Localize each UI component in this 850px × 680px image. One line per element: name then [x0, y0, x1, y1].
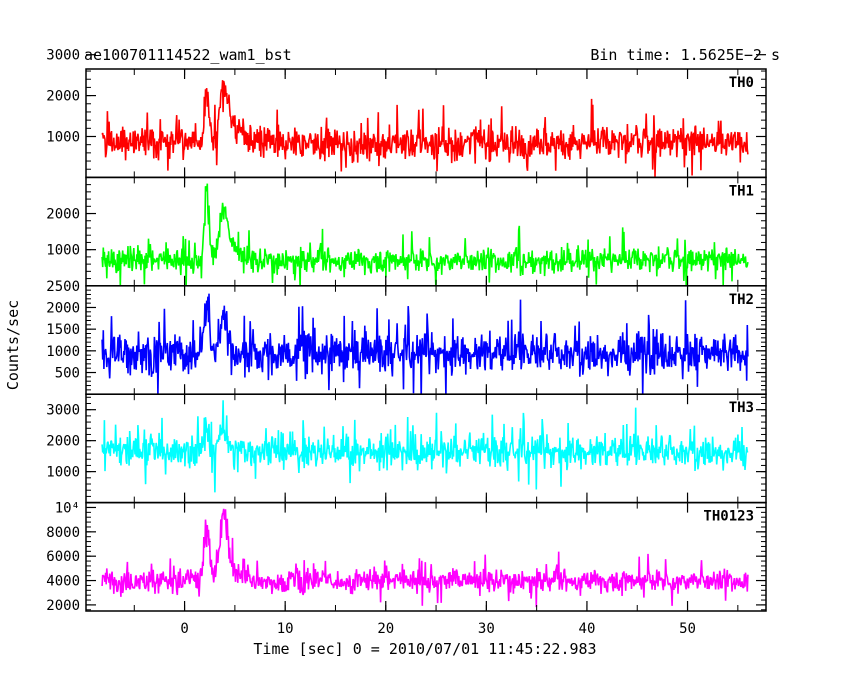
y-tick-label: 8000	[46, 525, 80, 541]
y-tick-label: 1000	[46, 243, 80, 259]
x-axis-label: Time [sec] 0 = 2010/07/01 11:45:22.983	[253, 640, 596, 658]
panel-label-th3: TH3	[729, 400, 754, 416]
series-th0	[101, 80, 749, 177]
panel-label-th0: TH0	[729, 75, 754, 91]
x-tick-label: 50	[679, 621, 696, 637]
y-tick-label: 1000	[46, 129, 80, 145]
panel-group: 100020003000TH010002000TH150010001500200…	[46, 48, 767, 637]
panel-label-th2: TH2	[729, 292, 754, 308]
x-tick-label: 0	[180, 621, 188, 637]
y-tick-label: 2000	[46, 598, 80, 614]
y-tick-label: 1000	[46, 344, 80, 360]
series-th2	[101, 293, 749, 395]
y-tick-label: 6000	[46, 549, 80, 565]
series-th1	[101, 183, 749, 286]
panel-frame-th0	[85, 68, 767, 179]
y-tick-label: 1500	[46, 322, 80, 338]
x-tick-label: 30	[478, 621, 495, 637]
series-th3	[101, 400, 749, 493]
series-th0123	[101, 508, 749, 608]
x-tick-label: 20	[377, 621, 394, 637]
y-tick-label: 2500	[46, 279, 80, 295]
y-tick-label: 1000	[46, 465, 80, 481]
y-tick-label: 500	[55, 366, 80, 382]
panel-label-th0123: TH0123	[703, 509, 754, 525]
y-tick-label: 3000	[46, 403, 80, 419]
panel-frame-th0123	[85, 501, 767, 612]
y-tick-label: 4000	[46, 574, 80, 590]
bin-time-label: Bin time: 1.5625E−2 s	[590, 46, 780, 64]
y-tick-label: 2000	[46, 89, 80, 105]
y-tick-label: 10⁴	[55, 500, 80, 516]
x-tick-label: 10	[277, 621, 294, 637]
y-axis-label: Counts/sec	[4, 300, 22, 390]
y-tick-label: 2000	[46, 434, 80, 450]
y-tick-label: 2000	[46, 300, 80, 316]
y-tick-label: 3000	[46, 48, 80, 64]
panel-frame-th1	[85, 176, 767, 287]
panel-label-th1: TH1	[729, 183, 754, 199]
x-tick-label: 40	[579, 621, 596, 637]
observation-title: ae100701114522_wam1_bst	[84, 46, 292, 64]
y-tick-label: 2000	[46, 207, 80, 223]
